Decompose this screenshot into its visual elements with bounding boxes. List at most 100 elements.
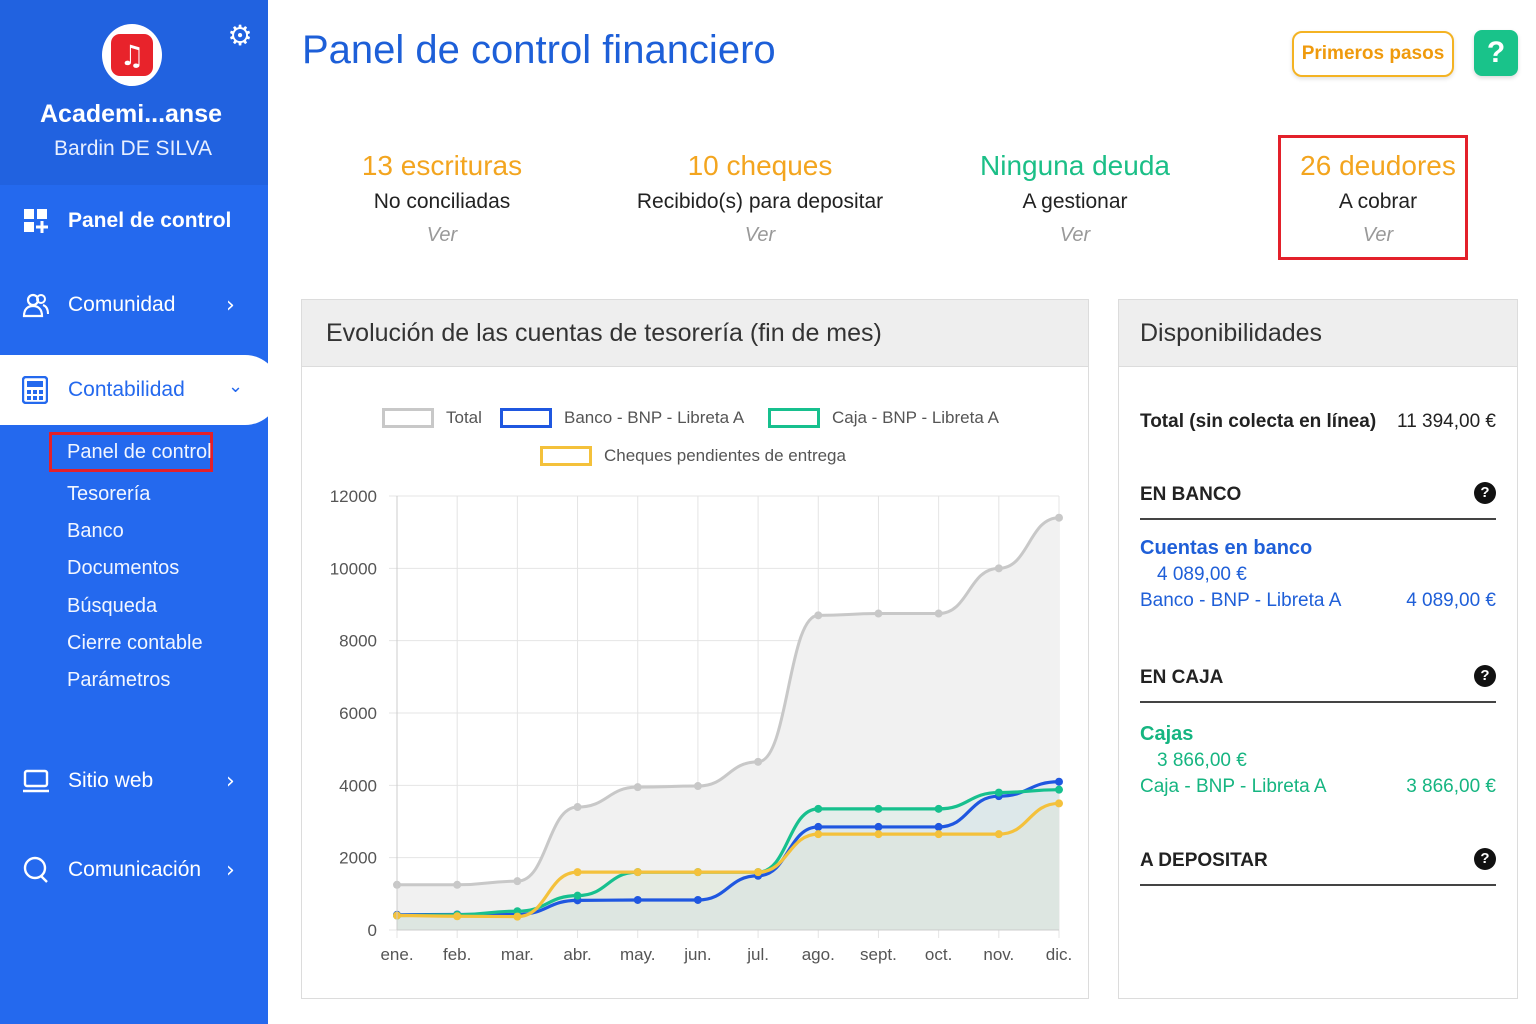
highlight-box (1278, 135, 1468, 260)
x-tick-label: jul. (746, 945, 769, 964)
subnav-bank[interactable]: Banco (67, 520, 124, 542)
data-point (573, 891, 582, 900)
y-tick-label: 10000 (330, 559, 377, 578)
sidebar: ♫ ⚙ Academi...anse Bardin DE SILVA Panel… (0, 0, 280, 1024)
cash-group[interactable]: Cajas (1140, 723, 1194, 745)
help-circle-icon[interactable]: ? (1474, 665, 1496, 687)
y-tick-label: 6000 (339, 704, 377, 723)
x-tick-label: ago. (802, 945, 835, 964)
data-point (693, 868, 702, 877)
x-tick-label: ene. (380, 945, 413, 964)
legend-bank[interactable]: Banco - BNP - Libreta A (500, 408, 744, 428)
total-row: Total (sin colecta en línea) 11 394,00 € (1140, 411, 1496, 433)
legend-swatch (540, 446, 592, 466)
subnav-documents[interactable]: Documentos (67, 557, 180, 579)
bank-group[interactable]: Cuentas en banco (1140, 537, 1313, 559)
data-point (1055, 513, 1063, 522)
cash-group-value: 3 866,00 € (1157, 750, 1247, 771)
treasury-line-chart: 0 2000 4000 6000 8000 10000 12000 ene. feb. mar. a… (330, 487, 1073, 964)
nav-dashboard-label: Panel de control (68, 209, 232, 232)
subnav-dashboard[interactable]: Panel de control (67, 441, 212, 463)
data-point (934, 609, 943, 618)
section-bank: EN BANCO ? (1140, 482, 1496, 520)
page-title: Panel de control financiero (302, 28, 776, 72)
help-button[interactable]: ? (1474, 30, 1518, 76)
chat-icon (23, 856, 48, 883)
data-point (1055, 785, 1063, 794)
bank-account-row[interactable]: Banco - BNP - Libreta A 4 089,00 € (1140, 590, 1496, 612)
data-point (814, 804, 823, 813)
data-point (874, 822, 883, 831)
bank-group-value: 4 089,00 € (1157, 564, 1247, 585)
stat-debtors-label: A cobrar (1338, 190, 1418, 213)
chevron-down-icon: ⌄ (228, 376, 244, 397)
data-point (814, 830, 823, 839)
x-tick-label: feb. (443, 945, 471, 964)
gear-icon[interactable]: ⚙ (227, 19, 253, 52)
legend-cash[interactable]: Caja - BNP - Libreta A (768, 408, 999, 428)
bank-account-value: 4 089,00 € (1406, 590, 1496, 611)
x-tick-label: sept. (860, 945, 897, 964)
legend-swatch (500, 408, 552, 428)
x-tick-label: jun. (683, 945, 711, 964)
data-point (453, 912, 462, 921)
nav-dashboard[interactable]: Panel de control (0, 191, 268, 251)
x-tick-label: abr. (563, 945, 591, 964)
nav-communication-label: Comunicación (68, 858, 202, 881)
dashboard-icon (24, 209, 48, 233)
data-point (934, 822, 943, 831)
subnav-search[interactable]: Búsqueda (67, 595, 158, 617)
users-icon (22, 293, 49, 318)
subnav-settings[interactable]: Parámetros (67, 669, 171, 691)
stat-debtors-link[interactable]: Ver (1362, 224, 1394, 246)
nav-website[interactable]: Sitio web › (0, 751, 268, 811)
data-point (934, 830, 943, 839)
section-deposit: A DEPOSITAR ? (1140, 848, 1496, 886)
data-point (573, 868, 582, 877)
legend-swatch (382, 408, 434, 428)
legend-cheques[interactable]: Cheques pendientes de entrega (540, 446, 846, 466)
data-point (513, 912, 522, 921)
bank-account-name: Banco - BNP - Libreta A (1140, 590, 1342, 611)
stat-entries: 13 escrituras No conciliadas Ver (292, 150, 592, 247)
data-point (693, 895, 702, 904)
data-point (453, 880, 462, 889)
data-point (814, 822, 823, 831)
sidebar-brand: ♫ ⚙ Academi...anse Bardin DE SILVA (0, 0, 268, 185)
nav-website-label: Sitio web (68, 769, 154, 792)
subnav-treasury[interactable]: Tesorería (67, 483, 151, 505)
org-logo[interactable]: ♫ (102, 24, 162, 86)
stat-entries-label: No conciliadas (373, 190, 511, 213)
cash-account-row[interactable]: Caja - BNP - Libreta A 3 866,00 € (1140, 776, 1496, 798)
series-area (397, 781, 1059, 930)
data-point (814, 611, 823, 620)
x-tick-label: may. (620, 945, 656, 964)
section-deposit-title: A DEPOSITAR (1140, 850, 1268, 871)
availability-title: Disponibilidades (1119, 300, 1517, 367)
first-steps-button[interactable]: Primeros pasos (1292, 31, 1454, 77)
nav-communication[interactable]: Comunicación › (0, 840, 268, 900)
legend-total[interactable]: Total (382, 408, 482, 428)
chevron-right-icon: › (226, 768, 235, 794)
nav-community[interactable]: Comunidad › (0, 275, 268, 335)
stat-cheques-link[interactable]: Ver (744, 224, 776, 246)
help-circle-icon[interactable]: ? (1474, 848, 1496, 870)
stat-debt-link[interactable]: Ver (1059, 224, 1091, 246)
stat-entries-value: 13 escrituras (361, 150, 523, 181)
nav-accounting[interactable]: Contabilidad ⌄ (0, 355, 280, 425)
data-point (754, 868, 763, 877)
data-point (633, 895, 642, 904)
subnav-closing[interactable]: Cierre contable (67, 632, 203, 654)
help-circle-icon[interactable]: ? (1474, 482, 1496, 504)
data-point (994, 564, 1003, 573)
cash-account-name: Caja - BNP - Libreta A (1140, 776, 1327, 797)
data-point (1055, 799, 1063, 808)
legend-swatch (768, 408, 820, 428)
y-tick-label: 8000 (339, 632, 377, 651)
data-point (513, 877, 522, 886)
data-point (874, 609, 883, 618)
y-tick-label: 12000 (330, 487, 377, 506)
data-point (633, 783, 642, 792)
nav-accounting-label: Contabilidad (68, 378, 185, 401)
stat-entries-link[interactable]: Ver (426, 224, 458, 246)
